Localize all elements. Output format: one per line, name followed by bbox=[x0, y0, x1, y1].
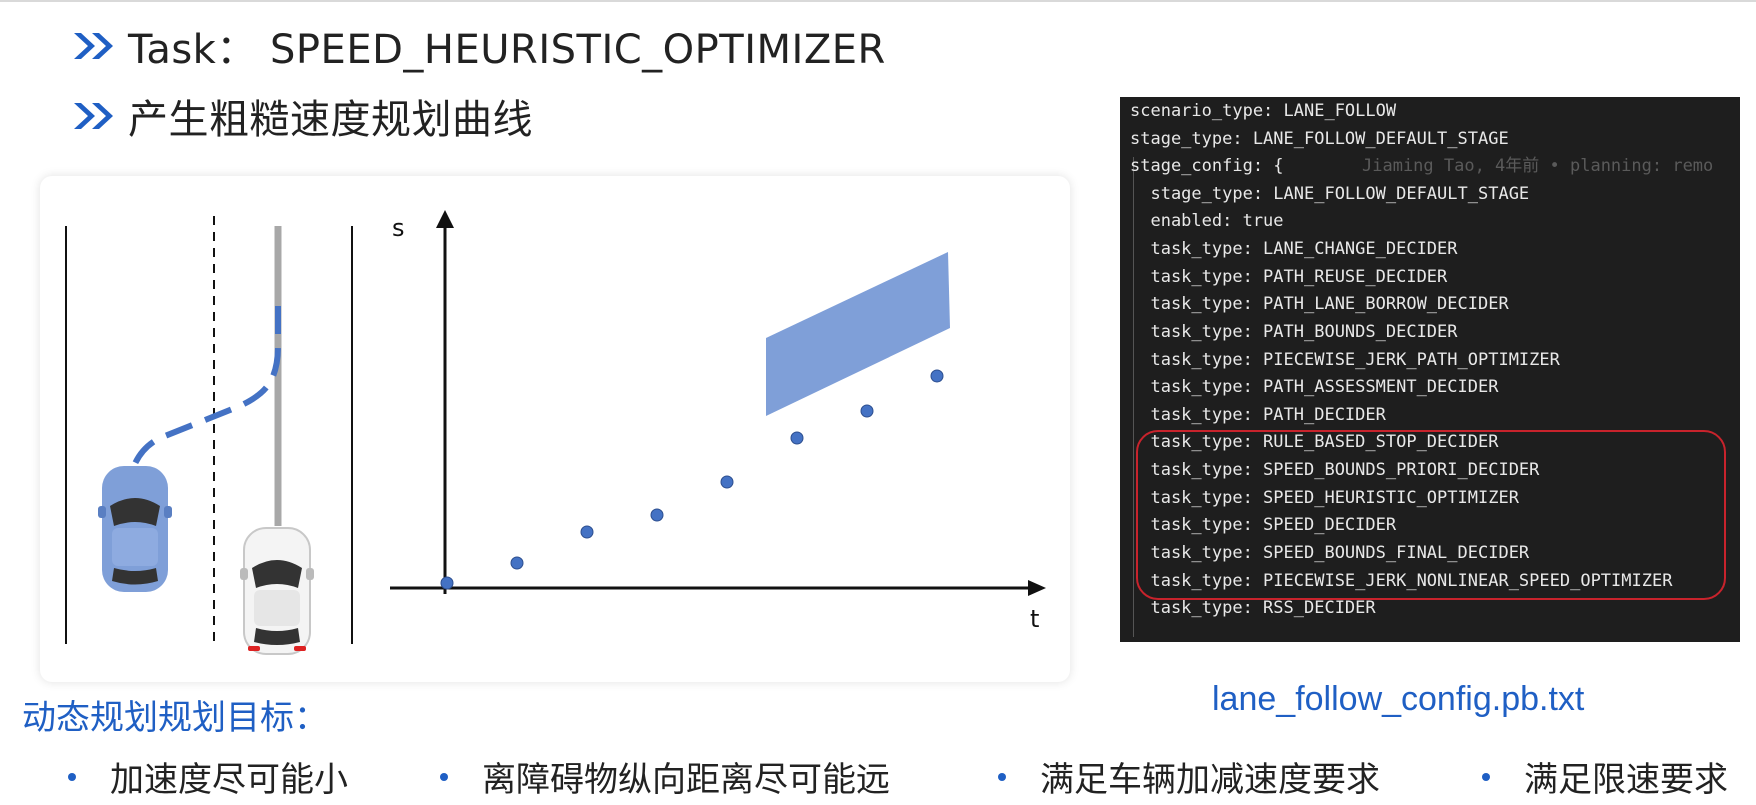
t-axis-arrow bbox=[1028, 580, 1046, 596]
task-title: Task： SPEED_HEURISTIC_OPTIMIZER bbox=[128, 27, 886, 73]
double-chevron-icon bbox=[74, 33, 113, 59]
goal-list: 加速度尽可能小 离障碍物纵向距离尽可能远 满足车辆加减速度要求 满足限速要求 bbox=[0, 752, 1756, 802]
speed-planning-diagram: s t bbox=[65, 210, 1046, 655]
goal-item: 加速度尽可能小 bbox=[68, 752, 348, 801]
profile-point bbox=[790, 431, 804, 445]
profile-point bbox=[510, 556, 524, 570]
profile-point bbox=[930, 369, 944, 383]
s-axis-label: s bbox=[392, 214, 405, 242]
code-line: scenario_type: LANE_FOLLOW bbox=[1130, 101, 1397, 121]
indent-guide bbox=[1133, 157, 1134, 637]
goal-item: 满足车辆加减速度要求 bbox=[998, 752, 1380, 801]
code-line: task_type: RSS_DECIDER bbox=[1130, 598, 1376, 618]
planned-path bbox=[127, 306, 281, 482]
double-chevron-icon bbox=[74, 103, 113, 129]
speed-profile-points bbox=[440, 369, 944, 590]
code-line: task_type: SPEED_DECIDER bbox=[1130, 515, 1397, 535]
git-blame-annotation: Jiaming Tao, 4年前 • planning: remo bbox=[1362, 156, 1714, 176]
code-line: task_type: SPEED_HEURISTIC_OPTIMIZER bbox=[1130, 488, 1519, 508]
goal-text: 离障碍物纵向距离尽可能远 bbox=[482, 760, 890, 800]
code-line: task_type: PATH_DECIDER bbox=[1130, 405, 1386, 425]
goal-text: 满足限速要求 bbox=[1524, 760, 1728, 800]
bullet-dot-icon bbox=[1482, 772, 1490, 781]
goal-title: 动态规划规划目标： bbox=[22, 698, 328, 738]
code-line: task_type: LANE_CHANGE_DECIDER bbox=[1130, 239, 1458, 259]
code-line: task_type: PATH_LANE_BORROW_DECIDER bbox=[1130, 294, 1509, 314]
blue-car-icon bbox=[98, 466, 172, 592]
heading-task: Task： SPEED_HEURISTIC_OPTIMIZER bbox=[72, 18, 886, 74]
top-divider bbox=[0, 0, 1756, 2]
bullet-dot-icon bbox=[998, 772, 1006, 781]
profile-point bbox=[860, 404, 874, 418]
code-line: task_type: PIECEWISE_JERK_PATH_OPTIMIZER bbox=[1130, 350, 1560, 370]
profile-point bbox=[720, 475, 734, 489]
diagram-card: s t bbox=[40, 176, 1070, 682]
goal-text: 加速度尽可能小 bbox=[110, 760, 348, 800]
task-description: 产生粗糙速度规划曲线 bbox=[128, 97, 533, 143]
code-line: task_type: PIECEWISE_JERK_NONLINEAR_SPEE… bbox=[1130, 571, 1673, 591]
code-line: stage_type: LANE_FOLLOW_DEFAULT_STAGE bbox=[1130, 129, 1509, 149]
code-line: task_type: SPEED_BOUNDS_PRIORI_DECIDER bbox=[1130, 460, 1540, 480]
code-line: task_type: PATH_REUSE_DECIDER bbox=[1130, 267, 1448, 287]
config-file-name: lane_follow_config.pb.txt bbox=[1212, 680, 1585, 718]
code-line: stage_type: LANE_FOLLOW_DEFAULT_STAGE bbox=[1130, 184, 1530, 204]
goal-item: 满足限速要求 bbox=[1482, 752, 1728, 801]
goal-item: 离障碍物纵向距离尽可能远 bbox=[440, 752, 890, 801]
bullet-dot-icon bbox=[68, 772, 76, 781]
goal-text: 满足车辆加减速度要求 bbox=[1040, 760, 1380, 800]
code-line: enabled: true bbox=[1130, 211, 1284, 231]
code-line: stage_config: { bbox=[1130, 156, 1284, 176]
t-axis-label: t bbox=[1030, 605, 1039, 633]
profile-point bbox=[650, 508, 664, 522]
code-line: task_type: RULE_BASED_STOP_DECIDER bbox=[1130, 432, 1499, 452]
config-code-panel: scenario_type: LANE_FOLLOW stage_type: L… bbox=[1120, 97, 1740, 642]
heading-desc: 产生粗糙速度规划曲线 bbox=[72, 88, 533, 144]
profile-point bbox=[440, 576, 454, 590]
white-car-icon bbox=[240, 527, 314, 655]
highlight-box bbox=[1136, 430, 1726, 600]
code-line: task_type: PATH_ASSESSMENT_DECIDER bbox=[1130, 377, 1499, 397]
code-line: task_type: SPEED_BOUNDS_FINAL_DECIDER bbox=[1130, 543, 1530, 563]
s-axis-arrow bbox=[436, 210, 454, 228]
profile-point bbox=[580, 525, 594, 539]
code-line: task_type: PATH_BOUNDS_DECIDER bbox=[1130, 322, 1458, 342]
obstacle-region bbox=[766, 252, 950, 416]
bullet-dot-icon bbox=[440, 772, 448, 781]
